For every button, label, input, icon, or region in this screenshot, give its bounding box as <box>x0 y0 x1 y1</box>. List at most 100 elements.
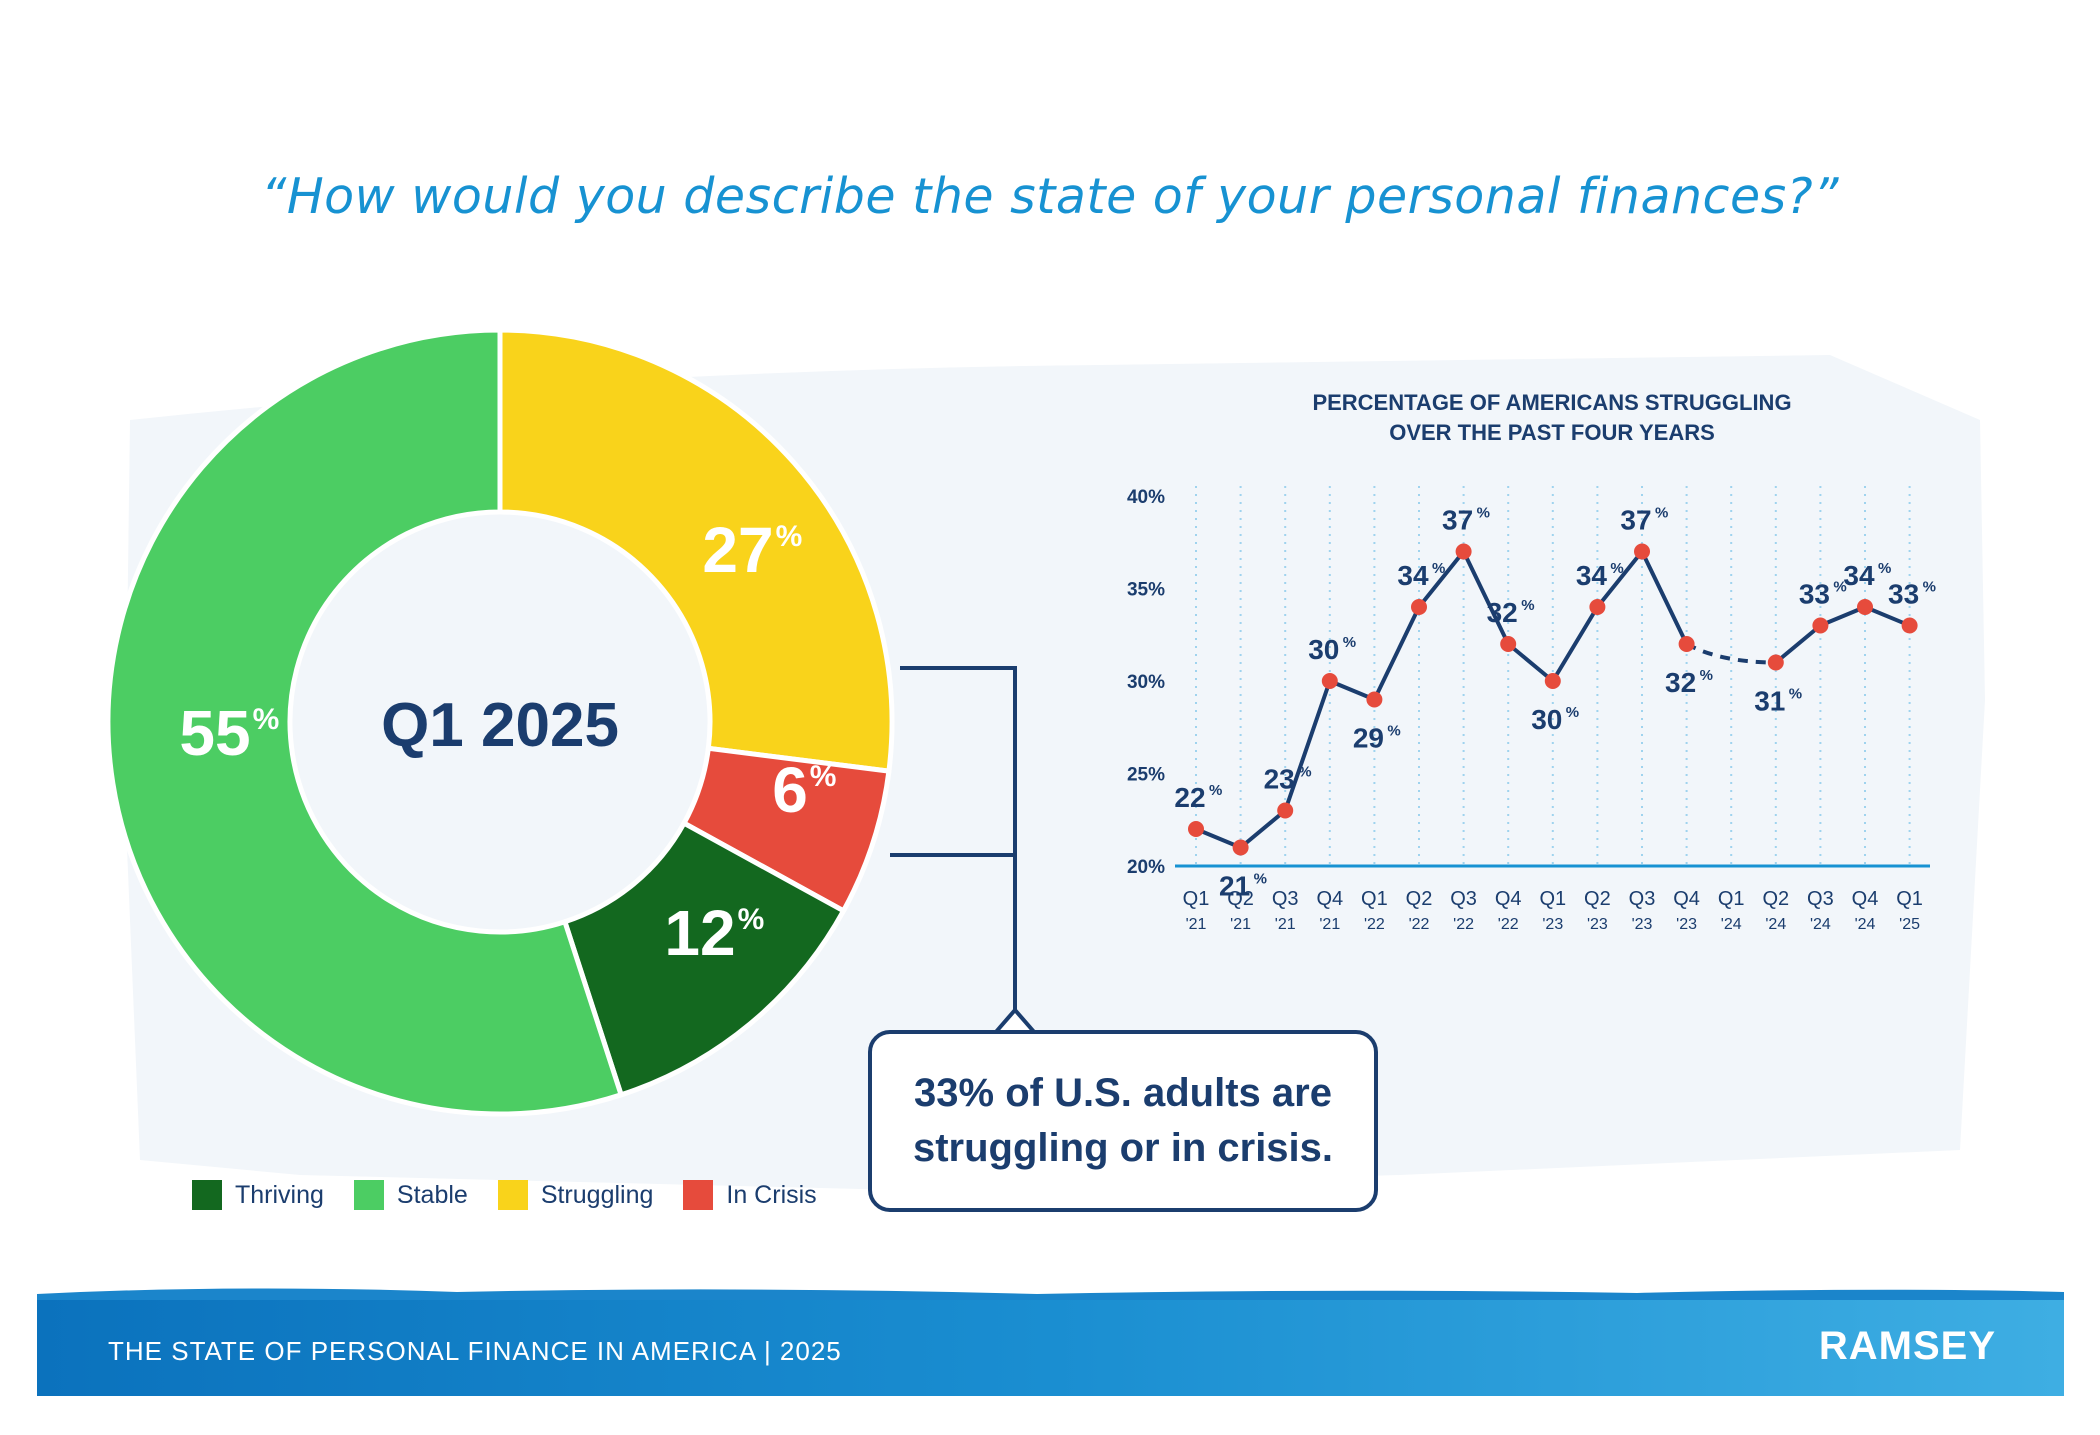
series-point <box>1812 617 1829 634</box>
series-line <box>1283 679 1332 813</box>
series-point <box>1277 802 1294 819</box>
series-point <box>1901 617 1918 634</box>
y-tick-label: 35% <box>1127 580 1165 601</box>
data-label: 29 <box>1353 723 1384 754</box>
donut-value-label: 55 <box>179 697 250 769</box>
donut-percent-sign: % <box>776 520 803 553</box>
data-label: 33 <box>1799 579 1830 610</box>
x-tick-year: '24 <box>1810 916 1831 933</box>
donut-value-label: 27 <box>702 514 773 586</box>
y-tick-label: 20% <box>1127 857 1165 878</box>
series-line <box>1238 808 1288 850</box>
x-tick-quarter: Q2 <box>1406 888 1433 910</box>
survey-question: “How would you describe the state of you… <box>260 168 1840 225</box>
data-label-percent: % <box>1298 764 1311 781</box>
data-label-percent: % <box>1521 597 1534 614</box>
x-tick-year: '22 <box>1409 916 1430 933</box>
series-point <box>1589 599 1606 615</box>
x-tick-year: '22 <box>1498 916 1519 933</box>
x-tick-year: '23 <box>1632 916 1653 933</box>
series-line <box>1461 549 1511 646</box>
donut-segment-struggling <box>497 327 895 774</box>
legend-swatch <box>192 1180 222 1210</box>
callout-box: 33% of U.S. adults are struggling or in … <box>868 1030 1378 1212</box>
x-tick-year: '24 <box>1855 916 1876 933</box>
data-label: 32 <box>1665 667 1696 698</box>
series-line <box>1506 642 1555 683</box>
data-label: 37 <box>1442 505 1473 536</box>
x-tick-quarter: Q1 <box>1539 888 1566 910</box>
x-tick-quarter: Q3 <box>1272 888 1299 910</box>
donut-percent-sign: % <box>810 760 837 793</box>
data-label: 31 <box>1754 686 1785 717</box>
x-tick-year: '23 <box>1587 916 1608 933</box>
series-point <box>1366 691 1383 708</box>
x-tick-quarter: Q4 <box>1852 888 1879 910</box>
x-tick-year: '23 <box>1542 916 1563 933</box>
legend-item-struggling: Struggling <box>497 1180 653 1210</box>
x-tick-quarter: Q4 <box>1316 888 1343 910</box>
donut-center-label: Q1 2025 <box>381 691 619 760</box>
data-label: 34 <box>1843 560 1875 591</box>
series-point <box>1544 673 1561 689</box>
series-point <box>1767 654 1784 671</box>
legend-swatch <box>497 1180 528 1210</box>
legend-swatch <box>353 1180 384 1210</box>
x-tick-quarter: Q4 <box>1495 888 1522 910</box>
data-label: 30 <box>1531 704 1562 735</box>
x-tick-year: '25 <box>1899 916 1920 933</box>
x-tick-year: '24 <box>1765 916 1786 933</box>
series-line <box>1417 549 1466 609</box>
footer-bar <box>37 1300 2064 1396</box>
series-line <box>1640 549 1689 646</box>
donut-value-label: 12 <box>664 897 735 969</box>
y-tick-label: 40% <box>1127 487 1165 508</box>
series-line <box>1194 827 1243 850</box>
data-label-percent: % <box>1610 560 1623 577</box>
donut-percent-sign: % <box>253 703 280 736</box>
ramsey-logo: RAMSEY <box>1818 1324 1996 1368</box>
series-point <box>1455 543 1472 560</box>
legend-label: In Crisis <box>726 1180 817 1209</box>
series-point <box>1500 636 1517 652</box>
data-label-percent: % <box>1923 579 1936 596</box>
x-tick-quarter: Q1 <box>1718 888 1745 910</box>
data-label: 37 <box>1620 505 1651 536</box>
series-line <box>1327 679 1377 702</box>
callout-line-1: 33% of U.S. adults are <box>914 1070 1332 1115</box>
line-chart-title: PERCENTAGE OF AMERICANS STRUGGLING <box>1312 390 1791 415</box>
data-label: 34 <box>1397 560 1429 591</box>
data-label-percent: % <box>1566 704 1579 721</box>
data-label: 23 <box>1264 764 1295 795</box>
series-line <box>1818 605 1867 628</box>
data-label: 21 <box>1219 871 1250 902</box>
series-line <box>1773 623 1823 665</box>
data-label-percent: % <box>1878 560 1891 577</box>
series-line <box>1863 605 1912 628</box>
donut-legend: Thriving Stable Struggling In Crisis <box>192 1180 847 1210</box>
series-line <box>1372 605 1421 702</box>
x-tick-quarter: Q2 <box>1762 888 1789 910</box>
series-point <box>1857 599 1873 615</box>
x-tick-year: '21 <box>1186 916 1207 933</box>
data-label: 32 <box>1487 597 1518 628</box>
x-tick-year: '22 <box>1364 916 1385 933</box>
series-point <box>1232 839 1249 856</box>
legend-item-thriving: Thriving <box>192 1180 324 1210</box>
footer-title: THE STATE OF PERSONAL FINANCE IN AMERICA… <box>108 1336 842 1366</box>
data-label-percent: % <box>1655 505 1668 522</box>
y-tick-label: 30% <box>1127 672 1165 693</box>
data-label-percent: % <box>1209 782 1222 799</box>
data-label-percent: % <box>1700 667 1713 684</box>
x-tick-quarter: Q4 <box>1673 888 1700 910</box>
data-label: 34 <box>1576 560 1608 591</box>
x-tick-quarter: Q1 <box>1896 888 1923 910</box>
data-label: 22 <box>1174 782 1205 813</box>
bracket-connector <box>900 666 1017 1030</box>
y-tick-label: 25% <box>1127 765 1165 786</box>
data-label-percent: % <box>1343 634 1356 651</box>
callout-pointer <box>993 1006 1037 1035</box>
series-point <box>1678 636 1695 652</box>
x-tick-quarter: Q1 <box>1361 888 1388 910</box>
data-label-percent: % <box>1833 579 1846 596</box>
